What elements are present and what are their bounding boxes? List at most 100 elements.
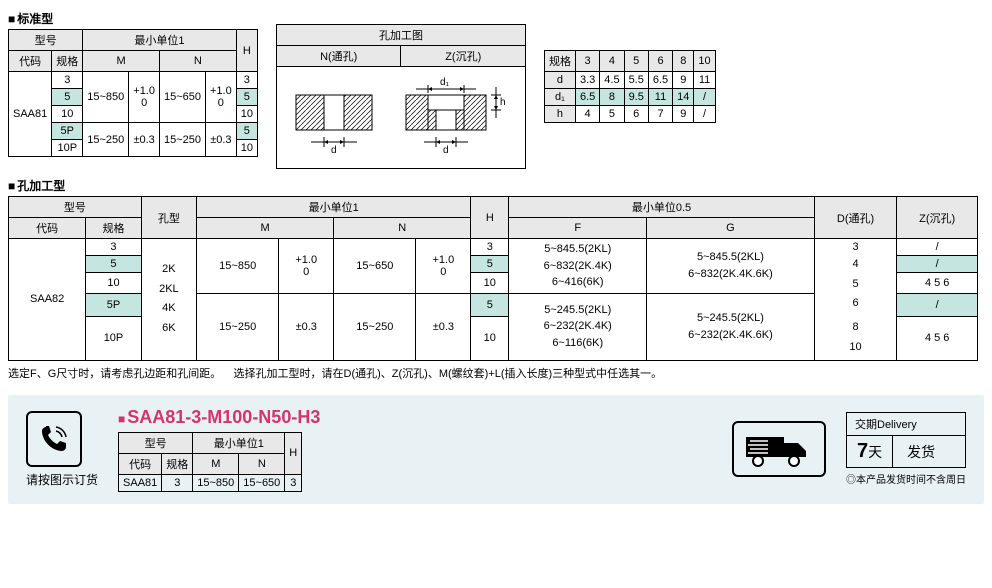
cell: 15~650 [159, 72, 205, 123]
through-hole-svg: d [281, 75, 396, 160]
cell: 7 [648, 106, 672, 123]
order-table: 型号最小单位1H 代码规格MN SAA81315~85015~6503 [118, 432, 302, 492]
cell: ±0.3 [416, 293, 471, 360]
cell: d₁ [544, 89, 575, 106]
cell: +1.0 0 [129, 72, 160, 123]
note1: 选定F、G尺寸时，请考虑孔边距和孔间距。 [8, 368, 221, 380]
th: Z(沉孔) [897, 197, 978, 239]
cell-code: SAA81 [9, 72, 52, 157]
cell: 10 [236, 140, 257, 157]
th: 型号 [119, 432, 193, 453]
cell: 9.5 [624, 89, 648, 106]
th: M [197, 218, 334, 239]
th: 代码 [9, 218, 86, 239]
cell: 10 [471, 273, 509, 294]
cell: 4 5 6 [897, 316, 978, 360]
cell: 10 [849, 341, 861, 353]
cell: 15~250 [159, 123, 205, 157]
cell: / [694, 89, 715, 106]
cell: 15~850 [197, 239, 279, 294]
order-box: 请按图示订货 SAA81-3-M100-N50-H3 型号最小单位1H 代码规格… [8, 395, 984, 504]
th: H [285, 432, 302, 474]
th: 代码 [119, 453, 162, 474]
cell: 5~845.5(2KL) 6~832(2K.4K) 6~416(6K) [509, 239, 647, 294]
th: 规格 [86, 218, 141, 239]
svg-text:d₁: d₁ [440, 77, 450, 88]
cell: 11 [648, 89, 672, 106]
th: 最小单位1 [193, 432, 285, 453]
cell: 3 [285, 474, 302, 491]
delivery-label: 交期Delivery [847, 413, 965, 436]
cell: 15~250 [83, 123, 129, 157]
th: 规格 [162, 453, 193, 474]
cell: 10 [236, 106, 257, 123]
delivery-days: 7 [857, 440, 868, 462]
cell: 5~245.5(2KL) 6~232(2K.4K) 6~116(6K) [509, 293, 647, 360]
cell: 5 [86, 256, 141, 273]
cell: 5P [86, 293, 141, 316]
cell: 15~850 [193, 474, 239, 491]
cell: / [897, 256, 978, 273]
cell: 4.5 [600, 72, 624, 89]
cell: 3 [86, 239, 141, 256]
cell: d [544, 72, 575, 89]
diagram-left-label: N(通孔) [277, 46, 402, 66]
cell: ±0.3 [279, 293, 334, 360]
cell: 10P [86, 316, 141, 360]
cell: 4 [600, 51, 624, 72]
cell: 3 [236, 72, 257, 89]
cell: 11 [694, 72, 715, 89]
cell: 6 [648, 51, 672, 72]
cell: 5 [471, 256, 509, 273]
cell: 2K 2KL 4K 6K [141, 239, 196, 361]
cell: 4 5 6 [897, 273, 978, 294]
th: 最小单位1 [197, 197, 471, 218]
cell: 5 [852, 278, 858, 290]
cell: 3 [575, 51, 599, 72]
th-spec: 规格 [52, 51, 83, 72]
th-code: 代码 [9, 51, 52, 72]
table-hole-type: 型号孔型最小单位1H最小单位0.5D(通孔)Z(沉孔) 代码规格MNFG SAA… [8, 196, 978, 361]
days-unit: 天 [868, 444, 882, 460]
cell: +1.0 0 [416, 239, 471, 294]
cell: 9 [673, 72, 694, 89]
svg-text:d: d [443, 145, 449, 156]
th-spec: 规格 [544, 51, 575, 72]
cell: 15~250 [334, 293, 416, 360]
th: M [193, 453, 239, 474]
cell: 5~845.5(2KL) 6~832(2K.4K.6K) [647, 239, 814, 294]
diagram-right-label: Z(沉孔) [401, 46, 525, 66]
cell: +1.0 0 [206, 72, 237, 123]
th: N [239, 453, 285, 474]
cell: 15~650 [239, 474, 285, 491]
cell: ±0.3 [129, 123, 160, 157]
th: 型号 [9, 197, 142, 218]
table-dimensions: 规格3456810 d3.34.55.56.5911 d₁6.589.51114… [544, 50, 716, 123]
table-standard: 型号最小单位1H 代码规格MN SAA81315~850+1.0 015~650… [8, 29, 258, 157]
phone-label: 请按图示订货 [26, 471, 98, 488]
phone-icon [26, 411, 82, 467]
cell: 5.5 [624, 72, 648, 89]
order-code: SAA81-3-M100-N50-H3 [118, 407, 320, 428]
cell: 6 [624, 106, 648, 123]
cell: 10P [52, 140, 83, 157]
th-model: 型号 [9, 30, 83, 51]
cell: 15~250 [197, 293, 279, 360]
th: G [647, 218, 814, 239]
cell: 8 [673, 51, 694, 72]
cell: 4 [814, 256, 897, 273]
cell: 15~650 [334, 239, 416, 294]
cell: 9 [673, 106, 694, 123]
cell: 15~850 [83, 72, 129, 123]
cell: 3 [162, 474, 193, 491]
truck-icon [732, 421, 826, 477]
cell: ±0.3 [206, 123, 237, 157]
th-M: M [83, 51, 160, 72]
th: N [334, 218, 471, 239]
counterbore-svg: d₁ h d [396, 75, 521, 160]
th: 孔型 [141, 197, 196, 239]
cell: 10 [52, 106, 83, 123]
cell: / [897, 293, 978, 316]
delivery-note: 本产品发货时间不含周日 [846, 471, 966, 486]
cell: 10 [471, 316, 509, 360]
